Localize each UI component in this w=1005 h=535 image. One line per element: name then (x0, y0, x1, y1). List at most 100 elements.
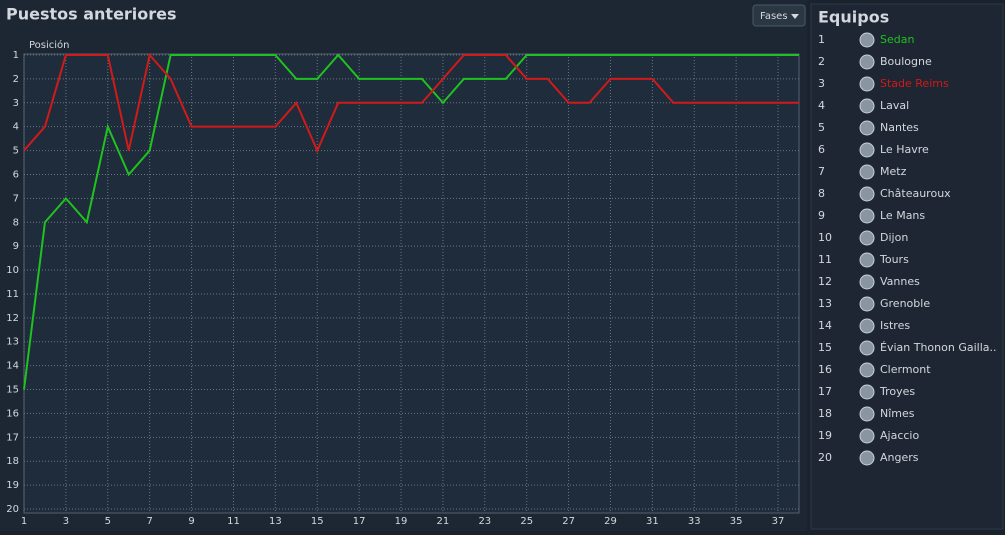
team-rank[interactable]: 13 (818, 297, 832, 310)
team-badge (859, 164, 875, 180)
team-name[interactable]: Tours (879, 253, 909, 266)
team-name[interactable]: Le Havre (880, 143, 929, 156)
x-tick-label: 3 (63, 516, 69, 527)
y-tick-label: 16 (6, 408, 19, 419)
team-name[interactable]: Sedan (880, 33, 914, 46)
team-name[interactable]: Nantes (880, 121, 919, 134)
team-rank[interactable]: 20 (818, 451, 832, 464)
team-name[interactable]: Nîmes (880, 407, 915, 420)
x-tick-label: 33 (688, 516, 701, 527)
team-rank[interactable]: 19 (818, 429, 832, 442)
y-tick-label: 1 (13, 50, 19, 61)
y-tick-label: 14 (6, 361, 19, 372)
position-line (23, 53, 799, 390)
team-name[interactable]: Ajaccio (880, 429, 919, 442)
team-rank[interactable]: 1 (818, 33, 825, 46)
team-badge (859, 142, 875, 158)
x-tick-label: 21 (437, 516, 450, 527)
x-tick-label: 37 (772, 516, 785, 527)
team-rank[interactable]: 7 (818, 165, 825, 178)
x-tick-label: 15 (311, 516, 324, 527)
y-tick-label: 2 (13, 74, 19, 85)
team-name[interactable]: Châteauroux (880, 187, 951, 200)
y-tick-label: 17 (6, 432, 19, 443)
team-name[interactable]: Istres (880, 319, 910, 332)
team-rank[interactable]: 4 (818, 99, 825, 112)
team-rank[interactable]: 16 (818, 363, 832, 376)
teams-panel (810, 3, 1004, 530)
x-tick-label: 1 (21, 516, 27, 527)
team-rank[interactable]: 11 (818, 253, 832, 266)
y-tick-label: 4 (13, 122, 19, 133)
x-tick-label: 13 (269, 516, 282, 527)
y-tick-label: 7 (13, 193, 19, 204)
team-badge (859, 428, 875, 444)
team-badge (859, 318, 875, 334)
team-name[interactable]: Boulogne (880, 55, 932, 68)
team-rank[interactable]: 14 (818, 319, 832, 332)
y-tick-label: 19 (6, 480, 19, 491)
y-tick-label: 11 (6, 289, 19, 300)
x-tick-label: 19 (395, 516, 408, 527)
team-badge (859, 76, 875, 92)
y-tick-label: 18 (6, 456, 19, 467)
button-label[interactable]: Fases (760, 11, 788, 22)
team-rank[interactable]: 6 (818, 143, 825, 156)
team-name[interactable]: Évian Thonon Gailla.. (880, 341, 996, 354)
team-name[interactable]: Troyes (879, 385, 915, 398)
team-badge (859, 296, 875, 312)
team-badge (859, 340, 875, 356)
y-tick-label: 3 (13, 98, 19, 109)
team-rank[interactable]: 17 (818, 385, 832, 398)
team-badge (859, 208, 875, 224)
team-name[interactable]: Clermont (880, 363, 931, 376)
y-tick-label: 8 (13, 217, 19, 228)
team-rank[interactable]: 8 (818, 187, 825, 200)
fases-button[interactable]: Fases (752, 4, 806, 27)
team-rank[interactable]: 10 (818, 231, 832, 244)
team-rank[interactable]: 15 (818, 341, 832, 354)
x-tick-label: 23 (478, 516, 491, 527)
y-tick-label: 13 (6, 337, 19, 348)
team-rank[interactable]: 2 (818, 55, 825, 68)
team-rank[interactable]: 5 (818, 121, 825, 134)
team-name[interactable]: Laval (880, 99, 909, 112)
team-badge (859, 230, 875, 246)
page-title: Puestos anteriores (6, 5, 177, 24)
y-axis-label: Posición (29, 39, 70, 51)
x-tick-label: 11 (227, 516, 240, 527)
y-tick-label: 12 (6, 313, 19, 324)
team-badge (859, 252, 875, 268)
team-name[interactable]: Dijon (880, 231, 908, 244)
team-badge (859, 362, 875, 378)
team-badge (859, 32, 875, 48)
team-rank[interactable]: 3 (818, 77, 825, 90)
plot-area (23, 53, 800, 514)
y-tick-label: 10 (6, 265, 19, 276)
y-tick-label: 5 (13, 146, 19, 157)
x-tick-label: 31 (646, 516, 659, 527)
x-tick-label: 29 (604, 516, 617, 527)
x-tick-label: 25 (520, 516, 533, 527)
team-name[interactable]: Metz (880, 165, 907, 178)
team-badge (859, 186, 875, 202)
y-tick-label: 20 (6, 504, 19, 515)
button-bg[interactable] (752, 4, 806, 27)
team-badge (859, 274, 875, 290)
dropdown-arrow[interactable] (791, 14, 799, 19)
team-rank[interactable]: 9 (818, 209, 825, 222)
team-name[interactable]: Stade Reims (880, 77, 949, 90)
team-badge (859, 406, 875, 422)
team-name[interactable]: Grenoble (880, 297, 930, 310)
x-tick-label: 27 (562, 516, 575, 527)
team-badge (859, 450, 875, 466)
y-tick-label: 9 (13, 241, 19, 252)
team-name[interactable]: Vannes (880, 275, 920, 288)
team-rank[interactable]: 12 (818, 275, 832, 288)
x-tick-label: 9 (188, 516, 194, 527)
team-rank[interactable]: 18 (818, 407, 832, 420)
team-name[interactable]: Le Mans (880, 209, 925, 222)
team-badge (859, 384, 875, 400)
team-name[interactable]: Angers (880, 451, 919, 464)
